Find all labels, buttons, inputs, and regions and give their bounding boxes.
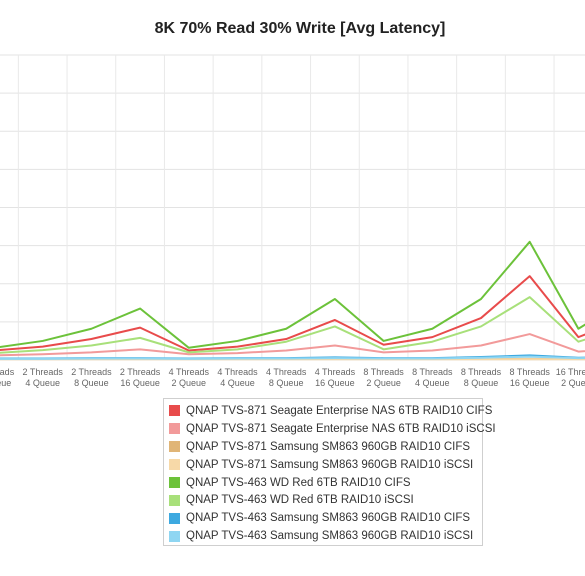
x-tick-label: 4 Threads bbox=[266, 367, 307, 377]
x-tick-label: 8 Threads bbox=[461, 367, 502, 377]
x-tick-label: 8 Threads bbox=[412, 367, 453, 377]
legend-label: QNAP TVS-871 Samsung SM863 960GB RAID10 … bbox=[186, 458, 474, 471]
x-tick-label: 4 Threads bbox=[169, 367, 210, 377]
legend-swatch bbox=[169, 441, 180, 453]
series-layer bbox=[0, 240, 585, 361]
x-tick-label: 4 Threads bbox=[315, 367, 356, 377]
legend-label: QNAP TVS-463 Samsung SM863 960GB RAID10 … bbox=[186, 530, 474, 543]
x-tick-label: 4 Queue bbox=[25, 378, 60, 388]
x-tick-label: 2 Threads bbox=[0, 367, 15, 377]
x-tick-label: 2 Threads bbox=[71, 367, 112, 377]
x-tick-label: 16 Queue bbox=[315, 378, 355, 388]
series-line-4 bbox=[0, 240, 585, 349]
legend-label: QNAP TVS-871 Samsung SM863 960GB RAID10 … bbox=[186, 440, 471, 453]
chart-title: 8K 70% Read 30% Write [Avg Latency] bbox=[154, 20, 446, 37]
x-tick-label: 2 Queue bbox=[172, 378, 207, 388]
legend-item[interactable]: QNAP TVS-463 Samsung SM863 960GB RAID10 … bbox=[169, 509, 482, 527]
legend: QNAP TVS-871 Seagate Enterprise NAS 6TB … bbox=[163, 398, 496, 546]
series-line-5 bbox=[0, 296, 585, 354]
x-tick-label: 2 Queue bbox=[366, 378, 401, 388]
legend-item[interactable]: QNAP TVS-463 WD Red 6TB RAID10 CIFS bbox=[169, 474, 482, 492]
x-tick-label: 2 Queue bbox=[561, 378, 585, 388]
grid-lines bbox=[0, 54, 585, 361]
legend-item[interactable]: QNAP TVS-871 Seagate Enterprise NAS 6TB … bbox=[169, 402, 492, 420]
x-tick-label: 8 Threads bbox=[363, 367, 404, 377]
legend-swatch bbox=[169, 512, 180, 524]
series-line-7 bbox=[0, 355, 585, 360]
legend-label: QNAP TVS-871 Seagate Enterprise NAS 6TB … bbox=[186, 404, 493, 417]
x-tick-label: 4 Queue bbox=[415, 378, 450, 388]
x-tick-label: 8 Queue bbox=[464, 378, 499, 388]
x-tick-label: 8 Queue bbox=[74, 378, 109, 388]
x-tick-label: 16 Queue bbox=[120, 378, 160, 388]
series-line-1 bbox=[0, 333, 585, 357]
legend-item[interactable]: QNAP TVS-463 WD Red 6TB RAID10 iSCSI bbox=[169, 491, 482, 509]
x-tick-label: 4 Threads bbox=[217, 367, 258, 377]
series-line-0 bbox=[0, 275, 585, 352]
x-tick-label: 8 Threads bbox=[510, 367, 551, 377]
legend-item[interactable]: QNAP TVS-463 Samsung SM863 960GB RAID10 … bbox=[169, 527, 482, 545]
legend-label: QNAP TVS-463 WD Red 6TB RAID10 iSCSI bbox=[186, 494, 414, 507]
legend-item[interactable]: QNAP TVS-871 Seagate Enterprise NAS 6TB … bbox=[169, 420, 496, 438]
x-tick-label: 2 Threads bbox=[23, 367, 64, 377]
legend-label: QNAP TVS-463 WD Red 6TB RAID10 CIFS bbox=[186, 476, 411, 489]
legend-swatch bbox=[169, 459, 180, 471]
legend-item[interactable]: QNAP TVS-871 Samsung SM863 960GB RAID10 … bbox=[169, 438, 482, 456]
x-tick-label: 16 Queue bbox=[510, 378, 550, 388]
legend-swatch bbox=[169, 477, 180, 488]
legend-swatch bbox=[169, 405, 180, 417]
x-tick-label: 16 Threads bbox=[556, 367, 585, 377]
x-tick-label: 8 Queue bbox=[269, 378, 304, 388]
legend-item[interactable]: QNAP TVS-871 Samsung SM863 960GB RAID10 … bbox=[169, 456, 482, 474]
x-tick-label: 2 Threads bbox=[120, 367, 161, 377]
legend-label: QNAP TVS-871 Seagate Enterprise NAS 6TB … bbox=[186, 422, 496, 435]
legend-swatch bbox=[169, 530, 180, 542]
x-tick-label: 2 Queue bbox=[0, 378, 11, 388]
legend-swatch bbox=[169, 423, 180, 435]
legend-label: QNAP TVS-463 Samsung SM863 960GB RAID10 … bbox=[186, 512, 471, 525]
legend-swatch bbox=[169, 494, 180, 506]
x-tick-label: 4 Queue bbox=[220, 378, 255, 388]
